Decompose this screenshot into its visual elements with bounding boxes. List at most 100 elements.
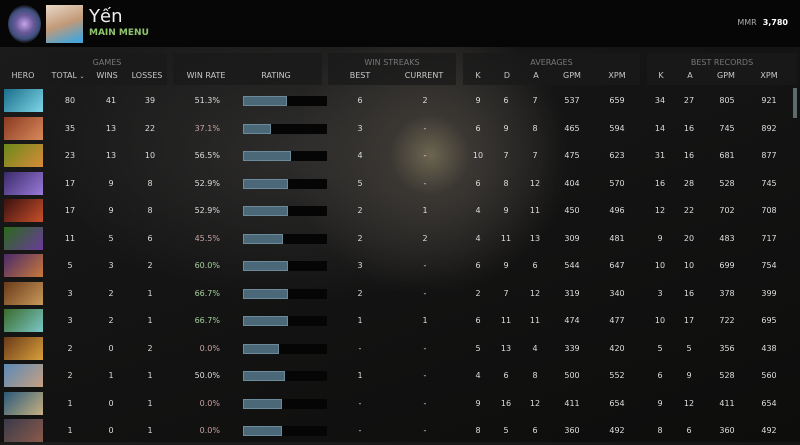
col-win-rate[interactable]: WIN RATE <box>186 71 226 80</box>
cell-br-a: 9 <box>686 371 692 380</box>
col-rating[interactable]: RATING <box>261 71 291 80</box>
table-row[interactable]: 11 5 6 2 2 4 11 13 309 481 9 20 483 717 45.5% <box>0 226 790 253</box>
main-menu-link[interactable]: MAIN MENU <box>89 28 149 38</box>
scrollbar[interactable] <box>793 88 797 118</box>
cell-best: 3 <box>357 123 363 133</box>
col-current[interactable]: CURRENT <box>404 71 444 80</box>
table-row[interactable]: 23 13 10 4 - 10 7 7 475 623 31 16 681 877 56.5% <box>0 143 790 170</box>
cell-br-gpm: 702 <box>719 206 735 215</box>
hero-portrait-icon[interactable] <box>4 89 43 112</box>
col-k[interactable]: K <box>475 71 481 80</box>
col-wins[interactable]: WINS <box>96 71 118 80</box>
mmr-value: 3,780 <box>762 18 788 27</box>
col-total[interactable]: TOTAL ⌄ <box>43 71 93 80</box>
table-row[interactable]: 35 13 22 3 - 6 9 8 465 594 14 16 745 892 37.1% <box>0 116 790 143</box>
rating-bar-fill <box>243 426 282 436</box>
table-row[interactable]: 5 3 2 3 - 6 9 6 544 647 10 10 699 754 60.0% <box>0 253 790 280</box>
hero-portrait-icon[interactable] <box>4 116 43 140</box>
cell-total: 80 <box>64 96 76 105</box>
hero-portrait-icon[interactable] <box>4 199 43 222</box>
col-a[interactable]: A <box>533 71 539 80</box>
rating-bar <box>243 316 327 326</box>
cell-d: 11 <box>500 233 512 243</box>
rating-bar-fill <box>243 151 291 161</box>
cell-d: 7 <box>503 288 509 298</box>
col-best[interactable]: BEST <box>349 71 371 80</box>
best-records-label: BEST RECORDS <box>690 58 754 67</box>
hero-portrait-icon[interactable] <box>4 226 43 250</box>
table-row[interactable]: 17 9 8 2 1 4 9 11 450 496 12 22 702 708 52.9% <box>0 198 790 225</box>
table-row[interactable]: 2 1 1 1 - 4 6 8 500 552 6 9 528 560 50.0% <box>0 363 790 390</box>
cell-br-k: 3 <box>657 288 663 298</box>
cell-win-rate: 66.7% <box>194 316 220 325</box>
top-bar: Yến MAIN MENU MMR 3,780 <box>0 0 800 47</box>
col-best-gpm[interactable]: GPM <box>717 71 735 80</box>
col-best-k[interactable]: K <box>658 71 664 80</box>
cell-best: 2 <box>357 206 363 215</box>
cell-br-k: 16 <box>654 178 666 188</box>
col-best-a[interactable]: A <box>687 71 693 80</box>
cell-losses: 2 <box>147 261 153 270</box>
cell-total: 23 <box>64 151 76 160</box>
cell-xpm: 659 <box>609 96 625 105</box>
hero-portrait-icon[interactable] <box>4 336 43 360</box>
cell-br-gpm: 528 <box>719 371 735 380</box>
hero-portrait-icon[interactable] <box>4 144 43 167</box>
hero-portrait-icon[interactable] <box>4 254 43 277</box>
cell-win-rate: 66.7% <box>194 288 220 298</box>
table-row[interactable]: 2 0 2 - - 5 13 4 339 420 5 5 356 438 0.0% <box>0 336 790 363</box>
col-gpm[interactable]: GPM <box>563 71 581 80</box>
table-row[interactable]: 17 9 8 5 - 6 8 12 404 570 16 28 528 745 52.9% <box>0 171 790 198</box>
cell-br-k: 34 <box>654 96 666 105</box>
table-row[interactable]: 80 41 39 6 2 9 6 7 537 659 34 27 805 921 51.3% <box>0 88 790 115</box>
cell-br-xpm: 438 <box>761 343 777 353</box>
cell-br-a: 6 <box>686 426 692 435</box>
hero-portrait-icon[interactable] <box>4 309 43 332</box>
hero-portrait-icon[interactable] <box>4 171 43 195</box>
col-hero[interactable]: HERO <box>11 71 35 80</box>
hero-portrait-icon[interactable] <box>4 391 43 415</box>
cell-gpm: 411 <box>564 398 580 408</box>
cell-current: - <box>423 151 427 160</box>
averages-group <box>463 53 640 85</box>
cell-a: 11 <box>529 206 541 215</box>
cell-win-rate: 0.0% <box>199 398 220 408</box>
table-row[interactable]: 1 0 1 - - 9 16 12 411 654 9 12 411 654 0.0% <box>0 391 790 418</box>
col-losses[interactable]: LOSSES <box>131 71 163 80</box>
games-group <box>47 53 167 85</box>
rating-bar <box>243 343 327 354</box>
cell-d: 6 <box>503 371 509 380</box>
cell-wins: 3 <box>108 261 114 270</box>
cell-wins: 2 <box>108 288 114 298</box>
hero-portrait-icon[interactable] <box>4 364 43 387</box>
cell-current: - <box>423 123 427 133</box>
hero-portrait-icon[interactable] <box>4 419 43 442</box>
hero-portrait-icon[interactable] <box>4 281 43 305</box>
cell-k: 4 <box>475 206 481 215</box>
cell-best: 5 <box>357 178 363 188</box>
rating-bar <box>243 233 327 244</box>
cell-losses: 10 <box>144 151 156 160</box>
cell-br-xpm: 745 <box>761 178 777 188</box>
cell-losses: 1 <box>147 371 153 380</box>
cell-br-xpm: 877 <box>761 151 777 160</box>
col-d[interactable]: D <box>503 71 511 80</box>
col-xpm[interactable]: XPM <box>608 71 626 80</box>
cell-gpm: 500 <box>564 371 580 380</box>
cell-gpm: 474 <box>564 316 580 325</box>
cell-losses: 1 <box>147 288 153 298</box>
cell-k: 10 <box>472 151 484 160</box>
table-row[interactable]: 3 2 1 2-2 7 12 319 340 3 16 378 399 66.7% <box>0 281 790 308</box>
col-best-xpm[interactable]: XPM <box>760 71 778 80</box>
avatar[interactable] <box>46 5 83 43</box>
cell-br-gpm: 699 <box>719 261 735 270</box>
cell-br-a: 5 <box>686 343 692 353</box>
cell-br-k: 10 <box>654 261 666 270</box>
table-row[interactable]: 3 2 1 1 1 6 11 11 474 477 10 17 722 695 66.7% <box>0 308 790 335</box>
col-total-label: TOTAL <box>51 71 77 80</box>
cell-losses: 39 <box>144 96 156 105</box>
cell-xpm: 654 <box>609 398 625 408</box>
cell-win-rate: 51.3% <box>194 96 220 105</box>
rating-bar-fill <box>243 316 289 326</box>
table-row[interactable]: 1 0 1 - - 8 5 6 360 492 8 6 360 492 0.0% <box>0 418 790 445</box>
